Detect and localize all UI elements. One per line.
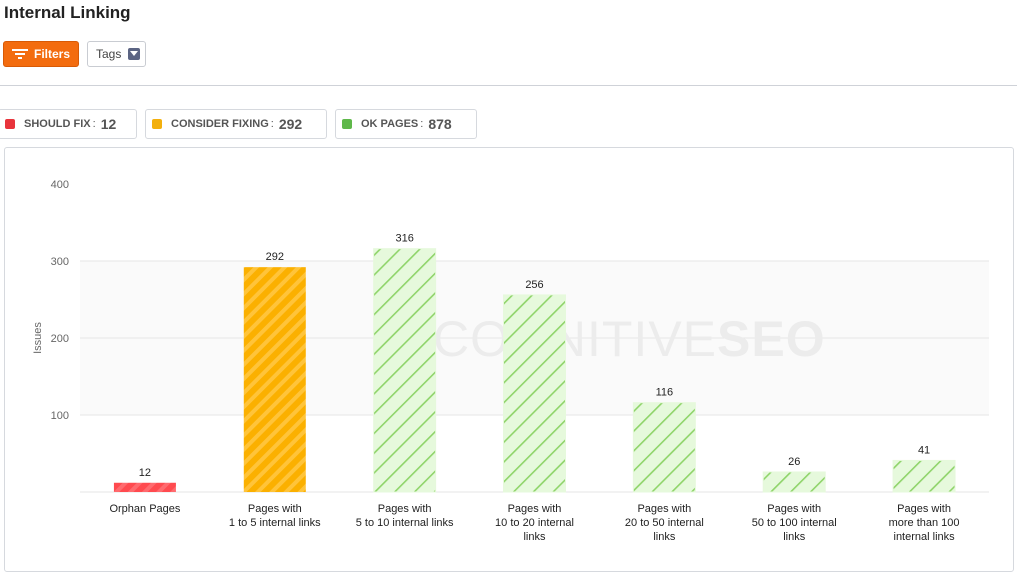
bar[interactable] xyxy=(243,267,306,492)
chevron-down-icon xyxy=(128,48,140,60)
x-tick-label: Pages with 5 to 10 internal links xyxy=(356,503,454,529)
should-fix-badge[interactable]: SHOULD FIX : 12 xyxy=(0,109,137,139)
consider-fixing-swatch xyxy=(152,119,162,129)
bar[interactable] xyxy=(503,294,566,493)
watermark: COGNITIVESEO xyxy=(433,311,826,367)
y-tick-label: 200 xyxy=(51,333,69,345)
x-tick-label: Pages with 1 to 5 internal links xyxy=(229,503,321,529)
data-label: 41 xyxy=(918,444,930,456)
ok-pages-swatch xyxy=(342,119,352,129)
ok-pages-label: OK PAGES xyxy=(361,118,419,130)
divider xyxy=(0,85,1017,86)
x-tick-label: Orphan Pages xyxy=(109,503,180,515)
tags-dropdown[interactable]: Tags xyxy=(87,41,146,67)
filter-icon xyxy=(11,48,28,60)
data-label: 12 xyxy=(139,467,151,479)
filters-button[interactable]: Filters xyxy=(3,41,79,67)
bar[interactable] xyxy=(113,482,176,492)
should-fix-count: 12 xyxy=(100,116,117,132)
x-tick-label: Pages with 10 to 20 internal links xyxy=(495,503,574,543)
tags-dropdown-label: Tags xyxy=(96,47,122,61)
y-axis-title: Issues xyxy=(32,322,44,354)
data-label: 292 xyxy=(266,251,284,263)
data-label: 256 xyxy=(525,279,543,291)
bar-chart: 100 200 300 400 COGNITIVESEO 12 Orphan Pages… xyxy=(32,179,989,543)
chart-panel: 100 200 300 400 COGNITIVESEO 12 Orphan Pages… xyxy=(4,147,1014,572)
ok-pages-count: 878 xyxy=(428,116,452,132)
consider-fixing-label: CONSIDER FIXING xyxy=(171,118,269,130)
x-tick-label: Pages with 50 to 100 internal links xyxy=(752,503,837,543)
should-fix-swatch xyxy=(5,119,15,129)
bar[interactable] xyxy=(892,459,956,493)
consider-fixing-count: 292 xyxy=(278,116,303,132)
data-label: 116 xyxy=(656,387,674,399)
ok-pages-badge[interactable]: OK PAGES : 878 xyxy=(335,109,477,139)
x-tick-label: Pages with 20 to 50 internal links xyxy=(625,503,704,543)
page-title: Internal Linking xyxy=(4,3,131,22)
bar[interactable] xyxy=(762,471,826,493)
data-label: 316 xyxy=(395,233,413,245)
filters-button-label: Filters xyxy=(33,47,70,61)
should-fix-label: SHOULD FIX xyxy=(24,118,91,130)
consider-fixing-badge[interactable]: CONSIDER FIXING : 292 xyxy=(145,109,327,139)
bar[interactable] xyxy=(373,248,437,493)
y-tick-label: 300 xyxy=(51,256,69,268)
data-label: 26 xyxy=(788,456,800,468)
bar[interactable] xyxy=(632,402,696,493)
x-tick-label: Pages with more than 100 internal links xyxy=(889,503,960,543)
y-tick-label: 400 xyxy=(51,179,69,191)
y-tick-label: 100 xyxy=(51,410,69,422)
